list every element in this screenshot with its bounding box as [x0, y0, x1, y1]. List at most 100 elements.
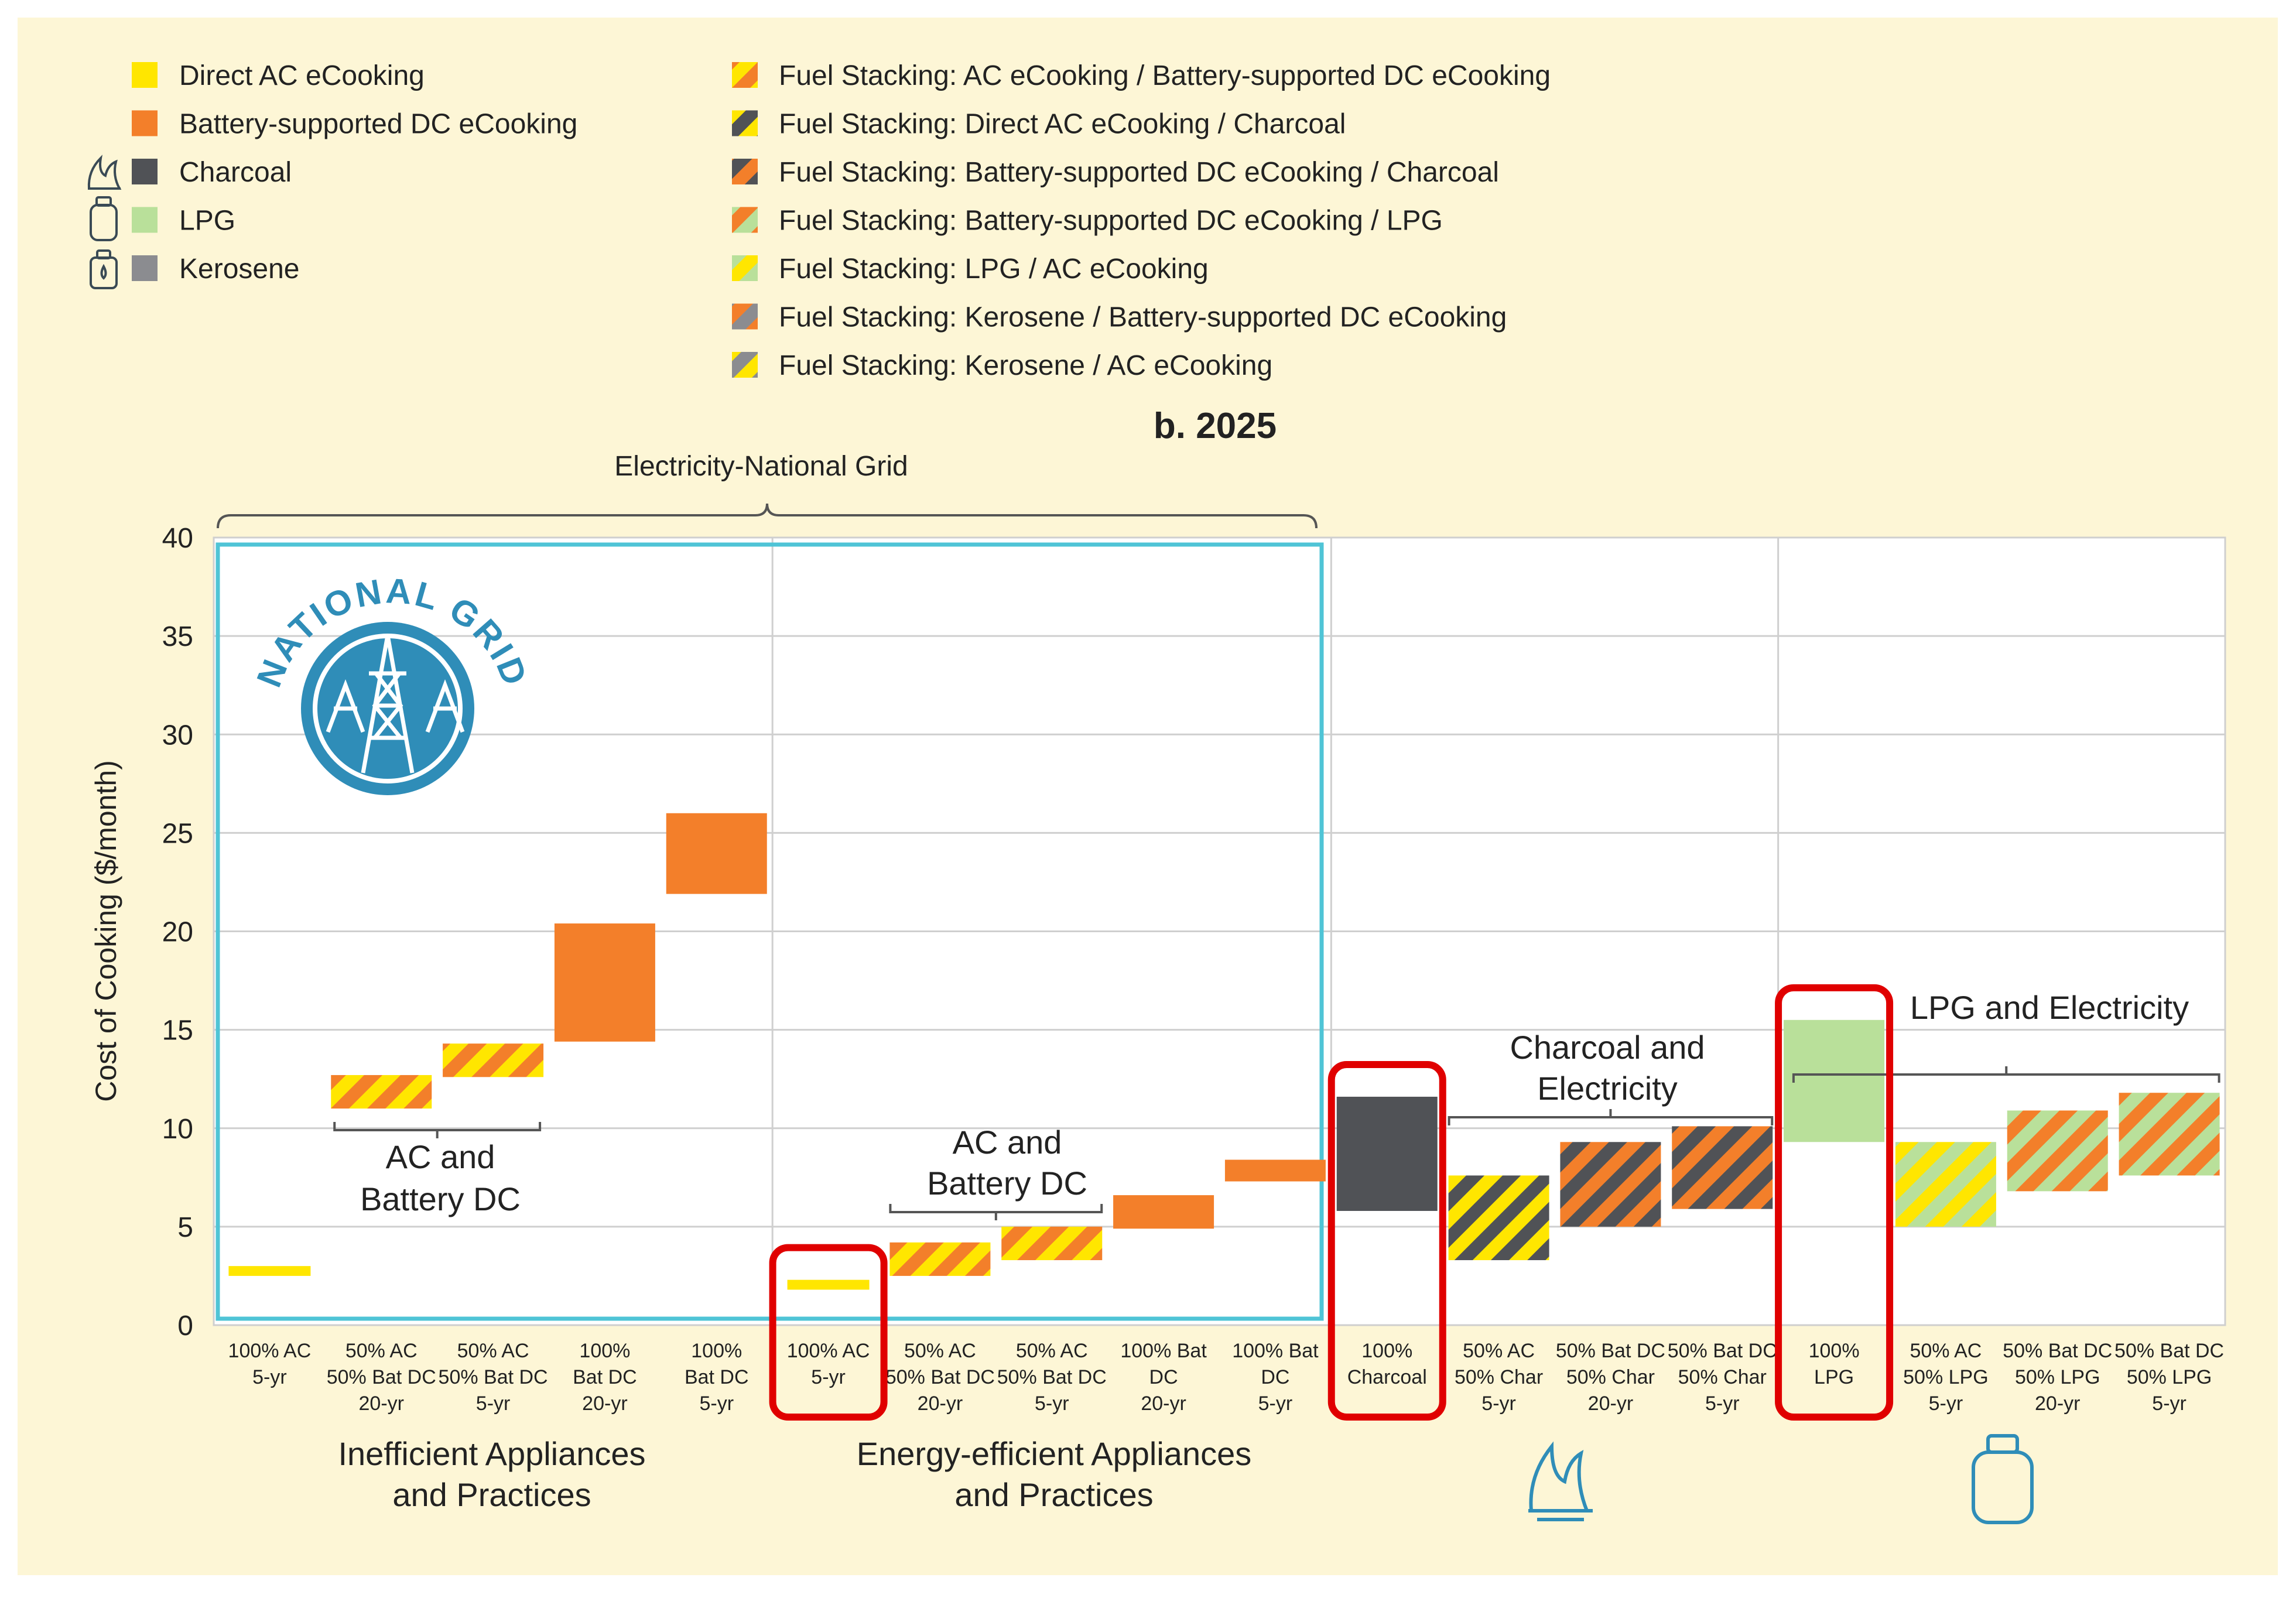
- x-tick-label: 5-yr: [1258, 1392, 1293, 1415]
- bar-bat: [554, 923, 655, 1042]
- section-label: Inefficient Appliances: [338, 1435, 645, 1472]
- group-label: Charcoal and: [1510, 1029, 1705, 1066]
- kerosene-can-icon: [90, 249, 118, 289]
- x-tick-label: 20-yr: [918, 1392, 963, 1415]
- legend-label: Fuel Stacking: LPG / AC eCooking: [779, 254, 1209, 285]
- x-tick-label: Charcoal: [1347, 1366, 1427, 1388]
- bar-ac-bat: [889, 1242, 991, 1276]
- bar-bat-lpg: [2007, 1110, 2108, 1192]
- legend-label: Fuel Stacking: Battery-supported DC eCoo…: [779, 206, 1443, 237]
- group-label: Battery DC: [927, 1165, 1087, 1202]
- x-tick-label: Bat DC: [573, 1366, 637, 1388]
- bracket: [1792, 1066, 2220, 1083]
- x-tick-label: 50% Bat DC: [2114, 1340, 2224, 1362]
- legend-swatch: [732, 303, 758, 330]
- bar-ac-bat: [331, 1075, 432, 1109]
- bar-lpg: [1784, 1019, 1885, 1142]
- bar-charcoal: [1336, 1096, 1438, 1211]
- x-tick-label: 50% AC: [1463, 1340, 1535, 1362]
- y-tick-label: 35: [162, 621, 193, 652]
- y-tick-label: 25: [162, 818, 193, 849]
- x-tick-label: 50% LPG: [2127, 1366, 2212, 1388]
- x-tick-label: 50% LPG: [1903, 1366, 1989, 1388]
- x-tick-label: 50% Bat DC: [885, 1366, 995, 1388]
- charcoal-fire-icon: [1528, 1441, 1593, 1521]
- x-tick-label: 50% Char: [1566, 1366, 1655, 1388]
- legend-swatch: [732, 110, 758, 136]
- lpg-cylinder-icon: [90, 196, 118, 241]
- transmission-tower-icon: [326, 635, 465, 774]
- legend-label: Kerosene: [179, 254, 299, 285]
- x-tick-label: 100% Bat: [1232, 1340, 1319, 1362]
- legend-label: Fuel Stacking: Kerosene / Battery-suppor…: [779, 302, 1507, 333]
- legend-swatch: [132, 110, 158, 136]
- legend: Direct AC eCooking Battery-supported DC e…: [87, 60, 1551, 381]
- legend-label: LPG: [179, 206, 235, 237]
- legend-swatch: [732, 207, 758, 233]
- x-tick-label: 100%: [579, 1340, 630, 1362]
- bracket: [333, 1122, 542, 1138]
- y-axis-label: Cost of Cooking ($/month): [90, 760, 122, 1102]
- y-tick-label: 40: [162, 523, 193, 554]
- x-tick-label: 50% Bat DC: [2003, 1340, 2112, 1362]
- x-tick-label: 20-yr: [2035, 1392, 2080, 1415]
- legend-swatch: [732, 62, 758, 88]
- bar-ac-charcoal: [1448, 1175, 1549, 1261]
- x-tick-label: 5-yr: [476, 1392, 511, 1415]
- x-tick-label: 20-yr: [1141, 1392, 1186, 1415]
- section-label: and Practices: [954, 1476, 1153, 1513]
- bar-bat: [666, 813, 767, 894]
- x-tick-label: 50% AC: [904, 1340, 976, 1362]
- bar-bat: [1224, 1159, 1326, 1182]
- legend-swatch: [132, 62, 158, 88]
- x-tick-label: 50% AC: [457, 1340, 529, 1362]
- bars: [228, 813, 2220, 1290]
- x-tick-label: 50% Char: [1678, 1366, 1767, 1388]
- bar-ac-bat: [443, 1043, 544, 1077]
- x-tick-label: DC: [1149, 1366, 1178, 1388]
- x-tick-label: 5-yr: [811, 1366, 846, 1388]
- y-tick-label: 30: [162, 720, 193, 751]
- x-tick-label: 50% LPG: [2015, 1366, 2100, 1388]
- x-tick-label: 5-yr: [1035, 1392, 1069, 1415]
- bottom-icons: [769, 984, 2034, 1524]
- x-tick-label: 50% Bat DC: [1556, 1340, 1665, 1362]
- x-tick-label: 50% Bat DC: [327, 1366, 436, 1388]
- bracket: [1448, 1109, 1774, 1125]
- bar-bat-charcoal: [1672, 1126, 1773, 1209]
- x-tick-label: 100%: [1361, 1340, 1412, 1362]
- x-tick-label: 50% AC: [345, 1340, 418, 1362]
- bar-bat: [1113, 1195, 1214, 1229]
- bar-ac: [787, 1279, 870, 1290]
- highlight-box: [1775, 984, 1894, 1421]
- x-tick-label: 20-yr: [582, 1392, 627, 1415]
- x-tick-label: 5-yr: [252, 1366, 287, 1388]
- x-tick-label: 20-yr: [359, 1392, 404, 1415]
- x-tick-label: 50% Char: [1455, 1366, 1543, 1388]
- bracket: [889, 1204, 1103, 1220]
- x-tick-label: LPG: [1814, 1366, 1854, 1388]
- legend-swatch: [732, 255, 758, 281]
- legend-swatch: [732, 352, 758, 378]
- group-label: Electricity: [1537, 1070, 1678, 1107]
- x-tick-label: 50% AC: [1016, 1340, 1088, 1362]
- charcoal-fire-icon: [87, 155, 122, 190]
- group-brackets: Electricity-National Grid AC and Battery D…: [217, 451, 2220, 1513]
- bar-ac: [228, 1266, 311, 1276]
- x-tick-label: 50% Bat DC: [1668, 1340, 1777, 1362]
- group-label: Battery DC: [360, 1180, 521, 1217]
- legend-swatch: [132, 159, 158, 184]
- group-label: AC and: [953, 1124, 1062, 1161]
- x-tick-label: 5-yr: [2152, 1392, 2186, 1415]
- legend-icons: [87, 155, 122, 289]
- x-tick-label: 100% Bat: [1120, 1340, 1207, 1362]
- y-tick-label: 20: [162, 917, 193, 948]
- section-label: and Practices: [392, 1476, 591, 1513]
- section-label: Energy-efficient Appliances: [857, 1435, 1252, 1472]
- logo-circle: [301, 622, 474, 795]
- legend-label: Charcoal: [179, 157, 292, 188]
- x-tick-label: 5-yr: [1705, 1392, 1740, 1415]
- bar-ac-bat: [1001, 1226, 1103, 1261]
- x-tick-label: 50% AC: [1910, 1340, 1982, 1362]
